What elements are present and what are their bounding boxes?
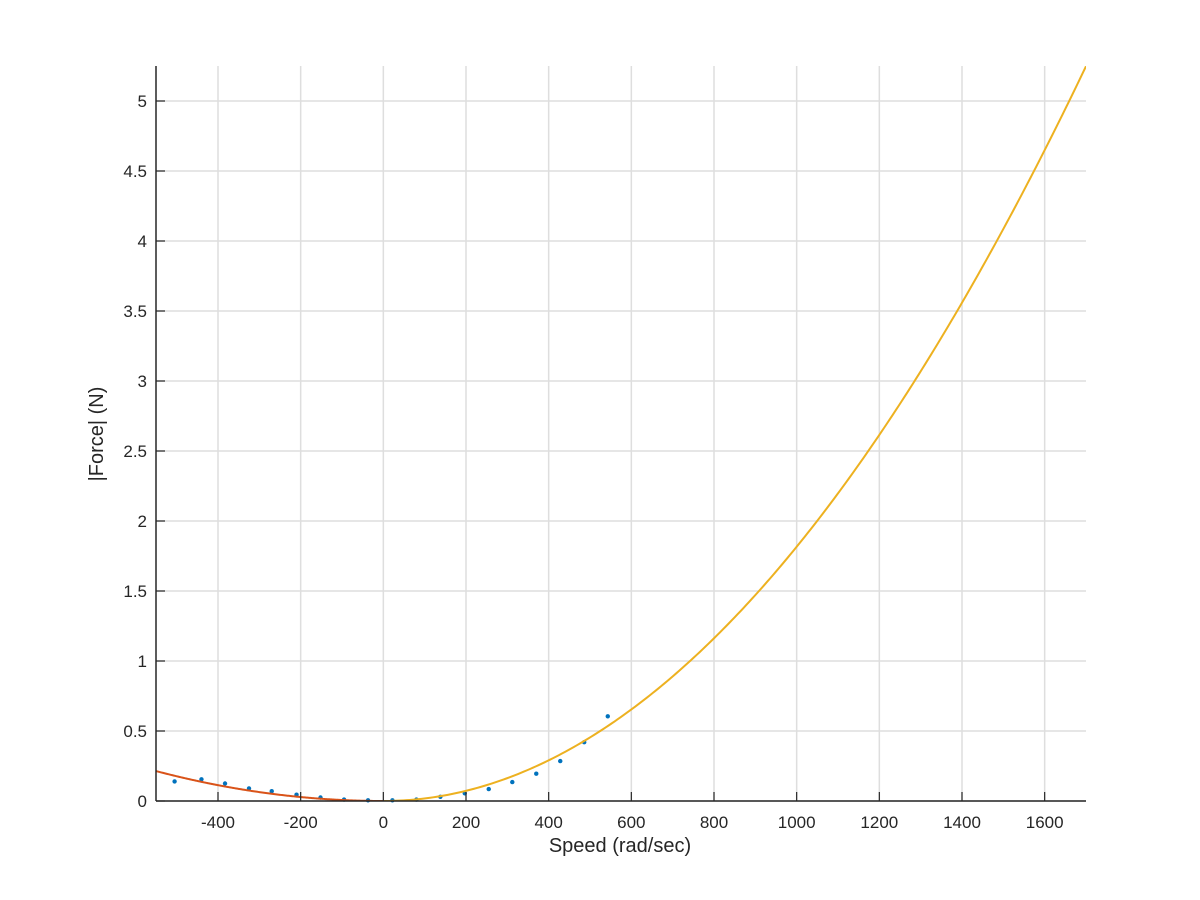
data-point [534, 771, 539, 776]
y-tick-label: 2.5 [123, 442, 147, 461]
y-tick-label: 5 [138, 92, 147, 111]
data-point [510, 779, 515, 785]
x-axis-label: Speed (rad/sec) [549, 835, 691, 857]
x-tick-label: -200 [284, 813, 318, 832]
y-tick-label: 2 [138, 512, 147, 531]
data-point [558, 758, 563, 764]
data-point [199, 777, 204, 782]
x-tick-label: 800 [700, 813, 728, 832]
x-tick-label: -400 [201, 813, 235, 832]
plot-area [155, 66, 1086, 803]
y-tick-label: 0.5 [123, 722, 147, 741]
x-tick-label: 400 [534, 813, 562, 832]
x-tick-label: 0 [379, 813, 388, 832]
fit-curve-negative [156, 770, 384, 801]
data-point [605, 714, 610, 719]
data-point [222, 781, 228, 786]
x-tick-label: 1000 [778, 813, 816, 832]
data-series [156, 66, 1086, 803]
x-tick-label: 200 [452, 813, 480, 832]
data-point [172, 779, 177, 784]
x-tick-label: 1400 [943, 813, 981, 832]
axes [155, 66, 1086, 802]
y-tick-label: 1.5 [123, 582, 147, 601]
data-point [269, 789, 274, 794]
fit-curve-positive [383, 66, 1086, 801]
y-tick-label: 0 [138, 792, 147, 811]
y-tick-label: 3.5 [123, 302, 147, 321]
x-tick-label: 1600 [1026, 813, 1064, 832]
data-point [486, 786, 491, 792]
x-tick-label: 1200 [860, 813, 898, 832]
tick-labels: -400 -200 0 200 400 600 800 1000 1200 1400 1600 0 0.… [123, 92, 1063, 832]
x-tick-label: 600 [617, 813, 645, 832]
y-tick-label: 4.5 [123, 162, 147, 181]
y-axis-label: |Force| (N) [86, 387, 108, 482]
y-tick-label: 1 [138, 652, 147, 671]
y-tick-label: 4 [138, 232, 147, 251]
y-tick-label: 3 [138, 372, 147, 391]
